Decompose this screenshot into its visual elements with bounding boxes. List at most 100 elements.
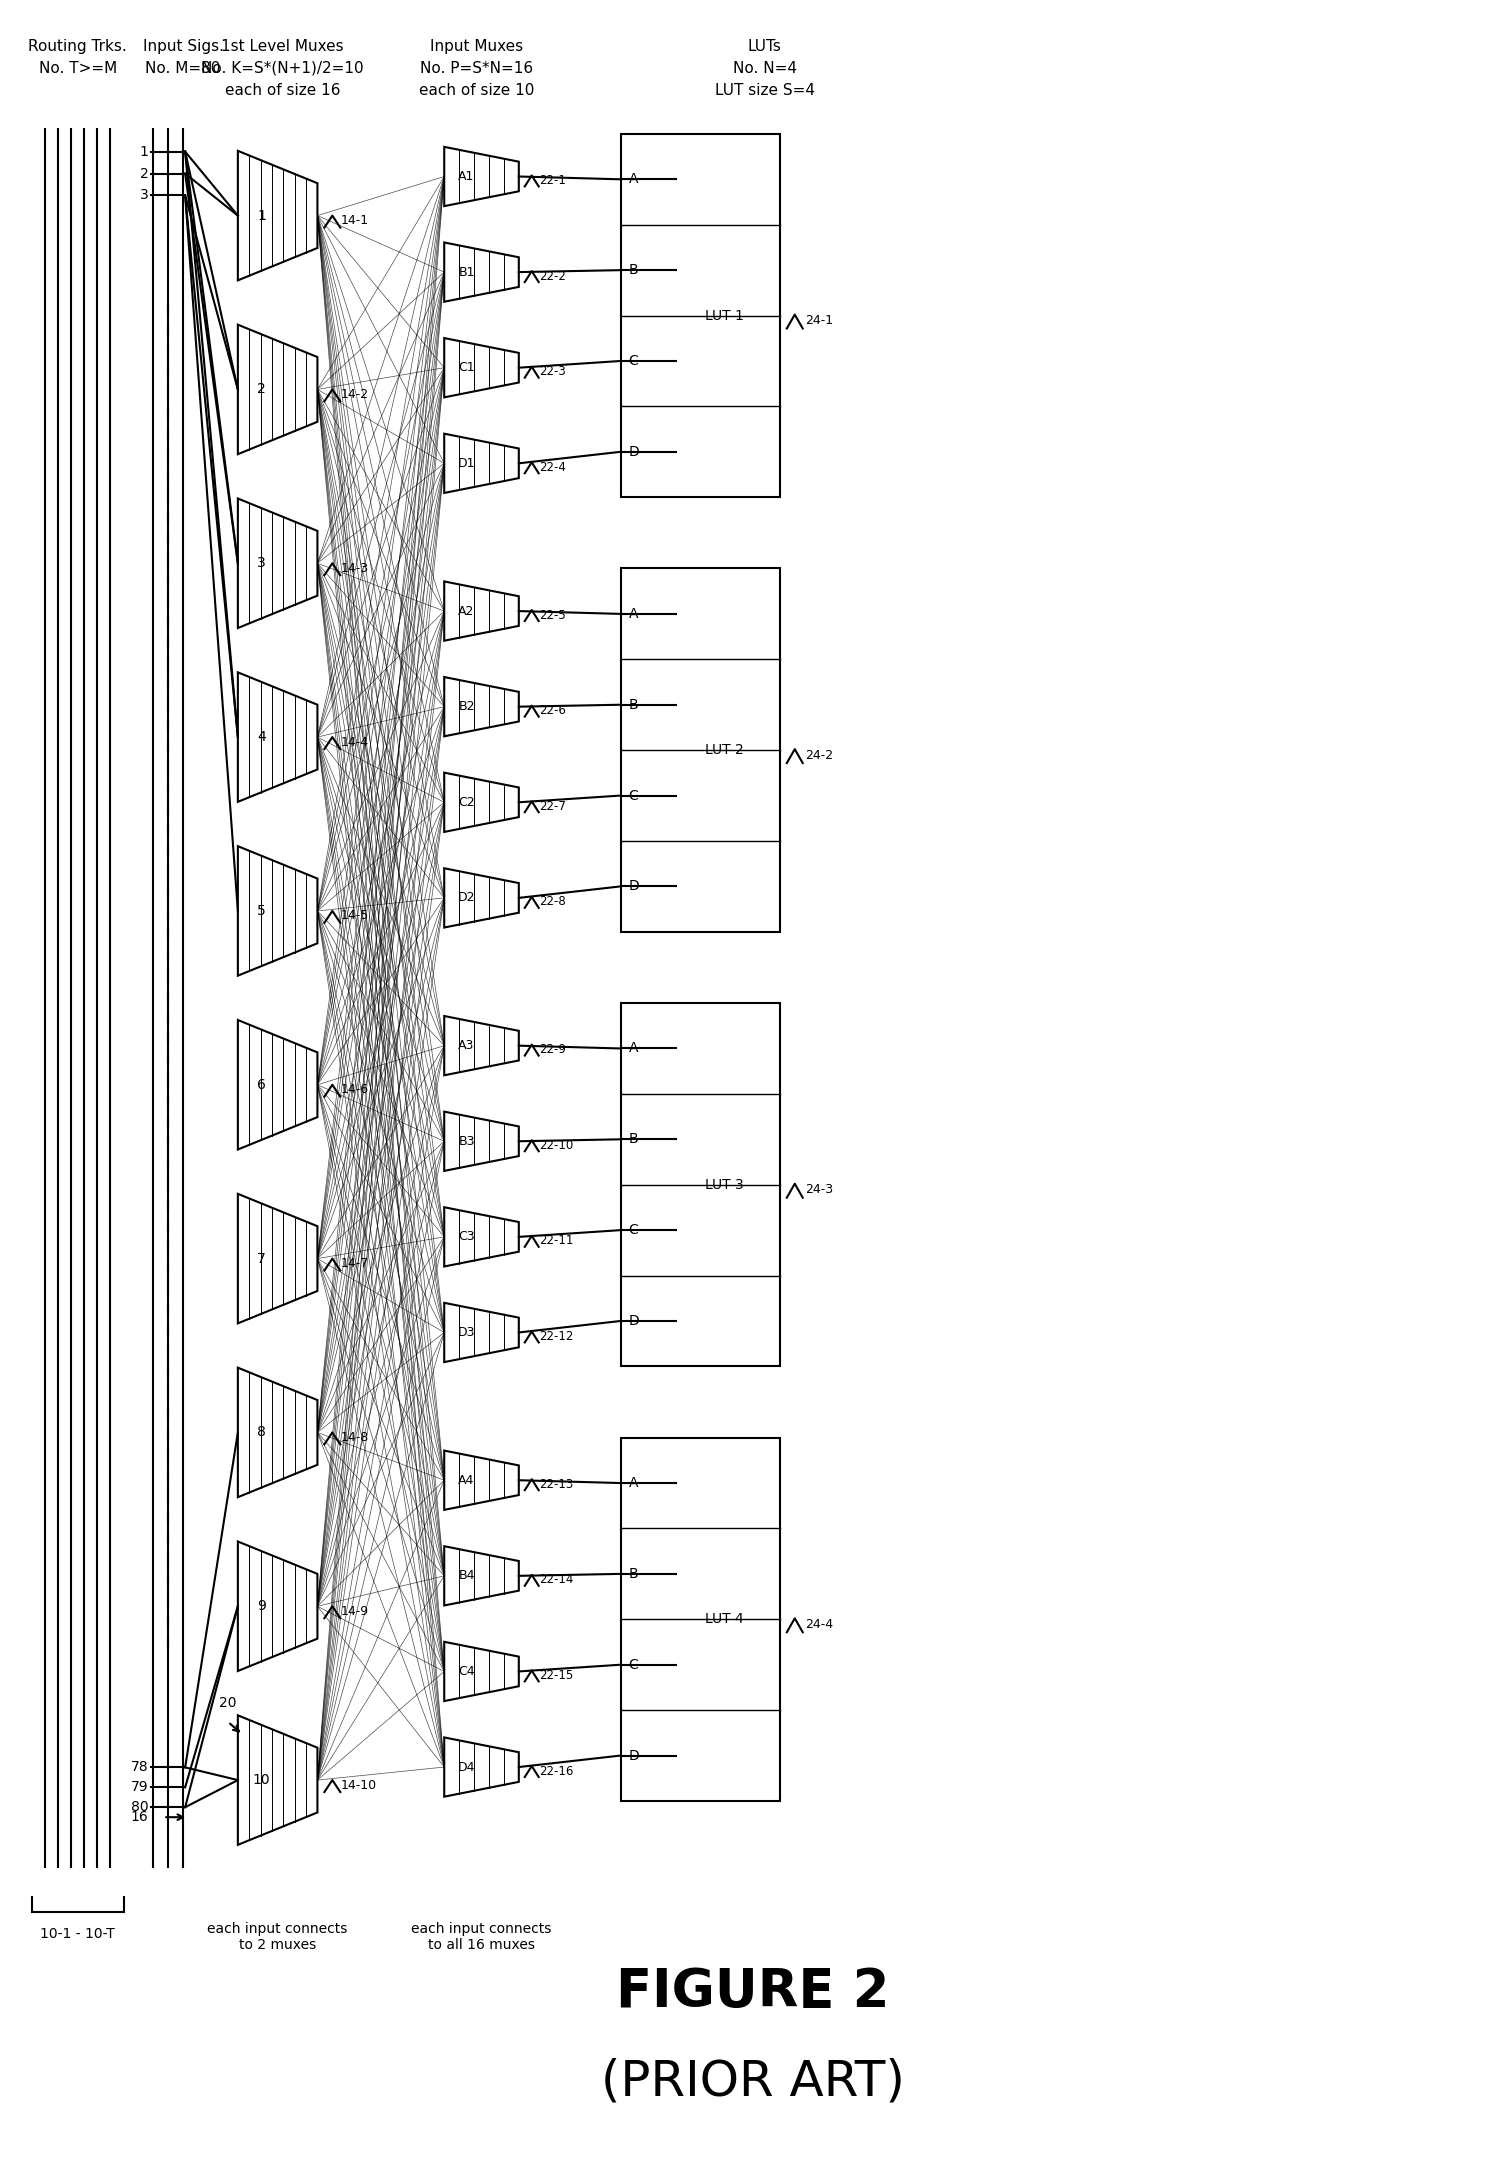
Text: B3: B3 <box>458 1135 474 1148</box>
Text: B: B <box>628 1566 639 1581</box>
Text: LUTs: LUTs <box>748 39 782 54</box>
Text: A: A <box>628 607 639 620</box>
Text: B2: B2 <box>458 700 474 713</box>
Text: 7: 7 <box>258 1251 267 1266</box>
Text: 22-8: 22-8 <box>539 896 565 909</box>
Text: (PRIOR ART): (PRIOR ART) <box>601 2058 905 2105</box>
Text: A3: A3 <box>458 1040 474 1053</box>
Polygon shape <box>238 498 318 629</box>
Text: B4: B4 <box>458 1570 474 1583</box>
Text: D: D <box>628 446 640 459</box>
Text: 22-13: 22-13 <box>539 1477 572 1490</box>
Text: LUT size S=4: LUT size S=4 <box>715 83 815 98</box>
Text: A1: A1 <box>458 170 474 183</box>
Text: 8: 8 <box>258 1425 267 1440</box>
Text: 24-4: 24-4 <box>804 1618 833 1631</box>
Text: B: B <box>628 1133 639 1146</box>
Text: D4: D4 <box>458 1760 476 1773</box>
Polygon shape <box>444 337 518 398</box>
Text: B: B <box>628 698 639 711</box>
Polygon shape <box>238 1716 318 1844</box>
Text: 14-10: 14-10 <box>340 1779 376 1792</box>
Text: C: C <box>628 1222 639 1238</box>
Polygon shape <box>238 1194 318 1322</box>
Text: 22-12: 22-12 <box>539 1329 574 1342</box>
Text: No. K=S*(N+1)/2=10: No. K=S*(N+1)/2=10 <box>202 61 364 76</box>
Text: 22-16: 22-16 <box>539 1764 574 1777</box>
Text: 14-3: 14-3 <box>340 561 369 574</box>
Text: 22-15: 22-15 <box>539 1668 572 1681</box>
Text: D: D <box>628 1749 640 1762</box>
Text: 22-3: 22-3 <box>539 365 565 378</box>
Text: A2: A2 <box>458 605 474 618</box>
Text: 16: 16 <box>131 1810 149 1825</box>
Text: 2: 2 <box>258 383 267 396</box>
Polygon shape <box>444 1111 518 1170</box>
Bar <box>620 135 780 498</box>
Text: Input Sigs.: Input Sigs. <box>143 39 224 54</box>
Text: FIGURE 2: FIGURE 2 <box>616 1966 890 2018</box>
Text: 14-4: 14-4 <box>340 735 369 748</box>
Text: each of size 10: each of size 10 <box>419 83 535 98</box>
Polygon shape <box>444 676 518 737</box>
Text: C3: C3 <box>458 1231 474 1244</box>
Text: D1: D1 <box>458 457 476 470</box>
Text: 14-5: 14-5 <box>340 909 369 922</box>
Text: 22-4: 22-4 <box>539 461 566 474</box>
Polygon shape <box>444 241 518 302</box>
Text: LUT 2: LUT 2 <box>705 744 744 757</box>
Text: 1: 1 <box>140 144 149 159</box>
Text: D: D <box>628 879 640 894</box>
Text: A: A <box>628 172 639 187</box>
Text: 24-2: 24-2 <box>804 748 833 761</box>
Text: 22-10: 22-10 <box>539 1140 572 1153</box>
Text: 14-7: 14-7 <box>340 1257 369 1270</box>
Text: each input connects
to 2 muxes: each input connects to 2 muxes <box>208 1923 348 1951</box>
Text: 3: 3 <box>258 557 267 570</box>
Text: 20: 20 <box>220 1696 236 1710</box>
Text: 2: 2 <box>140 167 149 181</box>
Polygon shape <box>238 1542 318 1670</box>
Text: D: D <box>628 1314 640 1329</box>
Text: 22-2: 22-2 <box>539 270 566 283</box>
Polygon shape <box>444 433 518 494</box>
Text: C1: C1 <box>458 361 474 374</box>
Text: 22-1: 22-1 <box>539 174 566 187</box>
Text: 14-6: 14-6 <box>340 1083 369 1096</box>
Bar <box>620 1003 780 1366</box>
Polygon shape <box>238 1020 318 1151</box>
Polygon shape <box>444 1546 518 1605</box>
Text: Routing Trks.: Routing Trks. <box>29 39 127 54</box>
Text: LUT 4: LUT 4 <box>705 1612 744 1627</box>
Text: No. N=4: No. N=4 <box>733 61 797 76</box>
Text: 5: 5 <box>258 905 267 918</box>
Text: 80: 80 <box>131 1801 149 1814</box>
Text: C: C <box>628 790 639 803</box>
Text: 22-5: 22-5 <box>539 609 565 622</box>
Text: 3: 3 <box>140 189 149 202</box>
Text: 10-1 - 10-T: 10-1 - 10-T <box>41 1927 114 1940</box>
Polygon shape <box>444 1738 518 1797</box>
Text: 22-14: 22-14 <box>539 1573 574 1586</box>
Text: 14-9: 14-9 <box>340 1605 369 1618</box>
Polygon shape <box>444 1451 518 1509</box>
Text: LUT 3: LUT 3 <box>705 1177 744 1192</box>
Text: D2: D2 <box>458 892 476 905</box>
Text: C2: C2 <box>458 796 474 809</box>
Text: A4: A4 <box>458 1475 474 1488</box>
Text: B1: B1 <box>458 265 474 278</box>
Text: A: A <box>628 1042 639 1055</box>
Text: each input connects
to all 16 muxes: each input connects to all 16 muxes <box>411 1923 551 1951</box>
Text: Input Muxes: Input Muxes <box>431 39 523 54</box>
Text: 14-8: 14-8 <box>340 1431 369 1444</box>
Text: 14-1: 14-1 <box>340 213 369 226</box>
Text: C: C <box>628 1657 639 1673</box>
Bar <box>620 1438 780 1801</box>
Polygon shape <box>444 148 518 207</box>
Text: each of size 16: each of size 16 <box>224 83 340 98</box>
Text: 6: 6 <box>258 1079 267 1092</box>
Text: 22-11: 22-11 <box>539 1235 574 1246</box>
Text: 24-3: 24-3 <box>804 1183 833 1196</box>
Polygon shape <box>444 1016 518 1074</box>
Text: D3: D3 <box>458 1327 476 1340</box>
